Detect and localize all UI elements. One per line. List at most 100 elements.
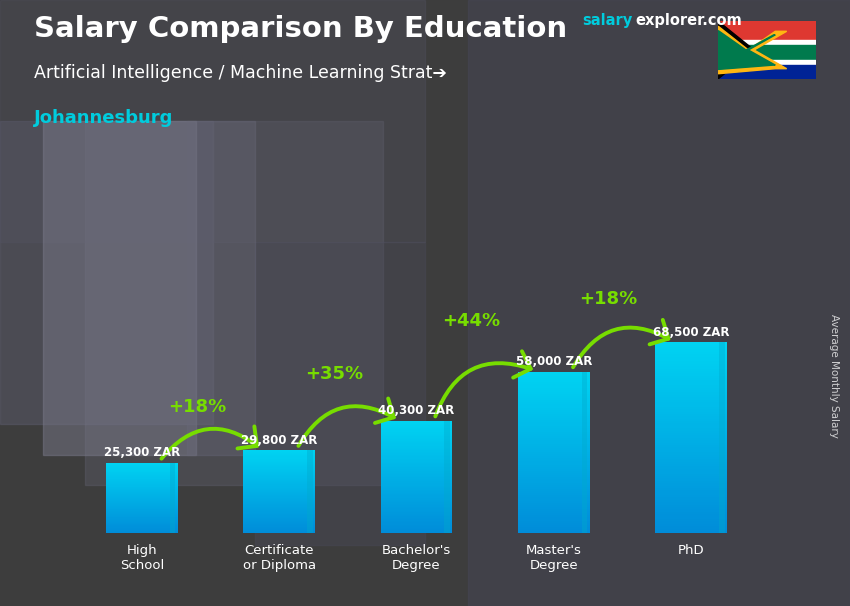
Bar xyxy=(655,507,727,510)
Bar xyxy=(718,41,816,45)
Bar xyxy=(381,504,452,505)
Bar xyxy=(381,491,452,493)
Bar xyxy=(518,487,590,489)
Bar xyxy=(243,488,314,490)
Bar xyxy=(518,392,590,394)
Bar xyxy=(655,393,727,395)
Bar xyxy=(581,371,587,533)
Bar xyxy=(655,516,727,519)
Bar xyxy=(518,468,590,471)
Bar xyxy=(106,500,178,501)
Bar xyxy=(518,505,590,507)
Bar xyxy=(381,441,452,442)
Bar xyxy=(381,498,452,499)
Bar xyxy=(243,523,314,524)
Bar xyxy=(381,433,452,435)
Bar xyxy=(106,508,178,510)
Bar xyxy=(518,398,590,400)
Bar xyxy=(381,450,452,452)
FancyArrowPatch shape xyxy=(162,427,257,459)
Bar xyxy=(655,488,727,490)
Bar xyxy=(381,445,452,446)
Bar xyxy=(106,465,178,466)
Bar xyxy=(106,485,178,487)
Bar xyxy=(243,519,314,520)
Bar xyxy=(381,446,452,448)
Text: 40,300 ZAR: 40,300 ZAR xyxy=(378,404,455,418)
Bar xyxy=(106,469,178,470)
Bar xyxy=(518,485,590,487)
Bar xyxy=(381,435,452,436)
Bar xyxy=(381,471,452,473)
Bar xyxy=(243,476,314,477)
Bar xyxy=(655,471,727,474)
Bar xyxy=(655,474,727,476)
Bar xyxy=(518,373,590,376)
Bar xyxy=(106,474,178,475)
Bar xyxy=(518,430,590,432)
Bar xyxy=(655,407,727,409)
Bar xyxy=(518,384,590,386)
Bar xyxy=(655,388,727,390)
Bar xyxy=(243,502,314,503)
Bar xyxy=(655,421,727,424)
Bar xyxy=(655,385,727,388)
Bar xyxy=(106,523,178,524)
Bar xyxy=(106,473,178,474)
Bar xyxy=(655,478,727,481)
Bar xyxy=(518,371,590,373)
Bar xyxy=(655,493,727,495)
Bar xyxy=(655,411,727,414)
Bar xyxy=(381,501,452,502)
Bar xyxy=(381,508,452,510)
Bar xyxy=(655,483,727,485)
Bar xyxy=(655,426,727,428)
Bar xyxy=(518,501,590,503)
Bar xyxy=(106,497,178,498)
Bar xyxy=(187,121,255,454)
Bar xyxy=(106,510,178,511)
Bar xyxy=(518,519,590,521)
Bar xyxy=(518,378,590,379)
Bar xyxy=(518,436,590,438)
Bar xyxy=(655,531,727,533)
Bar xyxy=(381,507,452,508)
Bar xyxy=(518,531,590,533)
Bar xyxy=(243,491,314,493)
Text: explorer.com: explorer.com xyxy=(635,13,742,28)
Text: Artificial Intelligence / Machine Learning Strat➔: Artificial Intelligence / Machine Learni… xyxy=(34,64,447,82)
Bar xyxy=(518,418,590,420)
Bar xyxy=(655,485,727,488)
Bar xyxy=(518,402,590,404)
Bar xyxy=(307,450,313,533)
Bar xyxy=(518,396,590,398)
Bar xyxy=(106,506,178,507)
Bar xyxy=(655,495,727,498)
Bar xyxy=(106,519,178,520)
Bar xyxy=(518,447,590,448)
Bar xyxy=(106,521,178,522)
Bar xyxy=(243,453,314,454)
Bar xyxy=(106,483,178,484)
Bar xyxy=(518,513,590,515)
Bar xyxy=(243,498,314,499)
Bar xyxy=(381,474,452,476)
Bar xyxy=(718,21,816,41)
Bar xyxy=(381,526,452,528)
Bar xyxy=(655,447,727,450)
Bar xyxy=(106,530,178,531)
Bar xyxy=(106,520,178,521)
Text: 58,000 ZAR: 58,000 ZAR xyxy=(516,355,592,368)
Bar xyxy=(381,518,452,519)
Bar xyxy=(518,471,590,473)
Bar xyxy=(518,382,590,384)
Bar xyxy=(243,478,314,479)
Bar xyxy=(106,477,178,478)
Bar xyxy=(106,529,178,530)
Text: Johannesburg: Johannesburg xyxy=(34,109,173,127)
FancyArrowPatch shape xyxy=(573,320,668,367)
Bar xyxy=(381,444,452,445)
Bar xyxy=(381,454,452,456)
Bar xyxy=(655,373,727,376)
Bar xyxy=(243,467,314,468)
